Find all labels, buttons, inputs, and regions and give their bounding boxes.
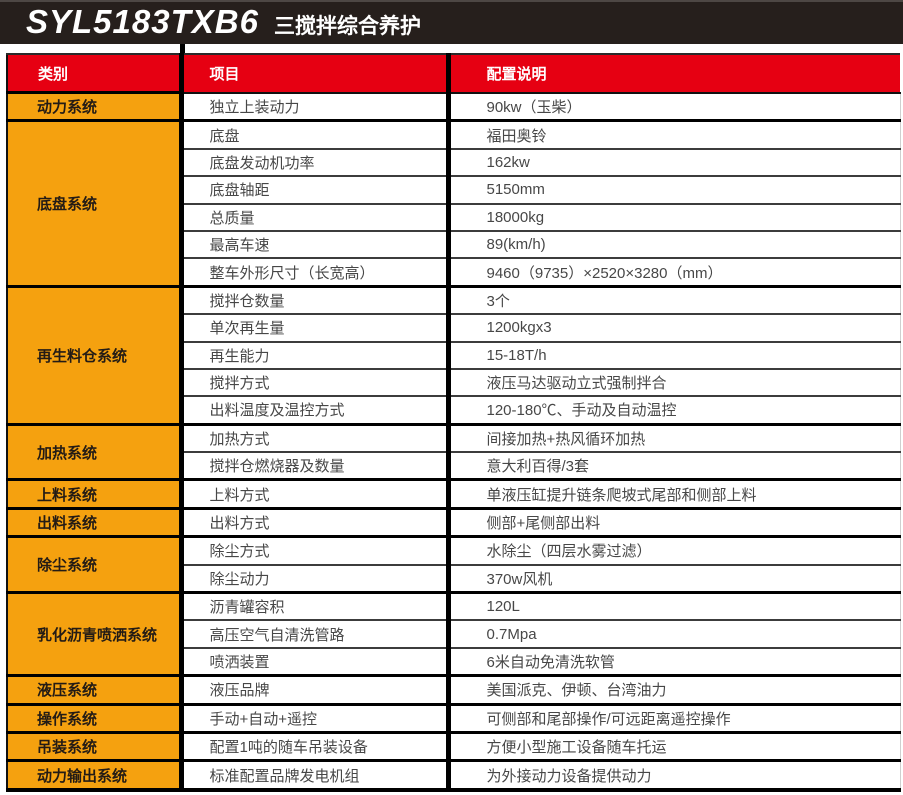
table-row: 最高车速 89(km/h) bbox=[7, 230, 901, 260]
table-row: 搅拌方式 液压马达驱动立式强制拌合 bbox=[7, 368, 901, 398]
spec-cell: 侧部+尾侧部出料 bbox=[445, 508, 901, 539]
item-cell: 出料温度及温控方式 bbox=[178, 396, 448, 426]
item-cell: 加热方式 bbox=[178, 424, 448, 454]
item-cell: 搅拌仓燃烧器及数量 bbox=[178, 452, 448, 482]
table-row: 除尘动力 370w风机 bbox=[7, 564, 901, 595]
category-cell: 上料系统 bbox=[6, 478, 181, 510]
category-cell: 再生料仓系统 bbox=[6, 284, 181, 426]
spec-cell: 90kw（玉柴） bbox=[445, 92, 901, 123]
category-cell: 操作系统 bbox=[6, 702, 181, 735]
item-cell: 底盘轴距 bbox=[178, 176, 448, 205]
item-cell: 搅拌方式 bbox=[178, 368, 448, 398]
spec-cell: 0.7Mpa bbox=[445, 620, 901, 649]
category-cell: 加热系统 bbox=[6, 422, 181, 482]
item-cell: 除尘动力 bbox=[178, 564, 448, 595]
item-cell: 单次再生量 bbox=[178, 314, 448, 343]
spec-cell: 15-18T/h bbox=[445, 341, 901, 370]
table-row: 出料温度及温控方式 120-180℃、手动及自动温控 bbox=[7, 396, 901, 426]
item-cell: 整车外形尺寸（长宽高） bbox=[178, 258, 448, 288]
model-subtitle: 三搅拌综合养护 bbox=[273, 15, 421, 38]
item-cell: 沥青罐容积 bbox=[178, 592, 448, 622]
table-row: 底盘发动机功率 162kw bbox=[7, 148, 901, 178]
spec-table-body: 动力系统 独立上装动力 90kw（玉柴） 底盘系统 底盘 福田奥铃 底盘发动机功率 162kw… bbox=[6, 90, 901, 792]
item-cell: 除尘方式 bbox=[178, 536, 448, 566]
category-cell: 液压系统 bbox=[6, 674, 181, 706]
column-header-category: 类别 bbox=[6, 53, 181, 94]
table-row: 整车外形尺寸（长宽高） 9460（9735）×2520×3280（mm） bbox=[7, 258, 901, 288]
model-number: SYL5183TXB6 bbox=[26, 3, 259, 40]
spec-cell: 福田奥铃 bbox=[445, 120, 901, 150]
table-row: 再生料仓系统 搅拌仓数量 3个 bbox=[6, 284, 901, 426]
spec-cell: 6米自动免清洗软管 bbox=[445, 647, 901, 678]
table-row: 单次再生量 1200kgx3 bbox=[7, 314, 901, 343]
spec-cell: 可侧部和尾部操作/可远距离遥控操作 bbox=[445, 704, 901, 735]
table-row: 操作系统 手动+自动+遥控 可侧部和尾部操作/可远距离遥控操作 bbox=[6, 702, 901, 735]
spec-cell: 方便小型施工设备随车托运 bbox=[445, 732, 901, 763]
column-header-item: 项目 bbox=[178, 53, 448, 94]
table-row: 高压空气自清洗管路 0.7Mpa bbox=[7, 620, 901, 649]
spec-table-header: 类别 项目 配置说明 bbox=[6, 53, 900, 94]
spec-cell: 120-180℃、手动及自动温控 bbox=[445, 396, 901, 426]
table-row: 底盘轴距 5150mm bbox=[7, 176, 901, 205]
spec-cell: 意大利百得/3套 bbox=[445, 452, 901, 482]
table-row: 搅拌仓燃烧器及数量 意大利百得/3套 bbox=[7, 452, 901, 482]
spec-cell: 370w风机 bbox=[445, 564, 901, 595]
category-cell: 动力系统 bbox=[6, 90, 181, 123]
table-row: 动力输出系统 标准配置品牌发电机组 为外接动力设备提供动力 bbox=[6, 759, 901, 792]
category-cell: 吊装系统 bbox=[6, 730, 181, 763]
title-bar: SYL5183TXB6 三搅拌综合养护 bbox=[0, 0, 903, 44]
item-cell: 喷洒装置 bbox=[178, 647, 448, 678]
spec-cell: 间接加热+热风循环加热 bbox=[445, 424, 901, 454]
header-row: 类别 项目 配置说明 bbox=[6, 53, 900, 94]
table-row: 液压系统 液压品牌 美国派克、伊顿、台湾油力 bbox=[6, 674, 901, 706]
table-row: 上料系统 上料方式 单液压缸提升链条爬坡式尾部和侧部上料 bbox=[6, 478, 901, 510]
item-cell: 总质量 bbox=[178, 203, 448, 232]
spec-cell: 120L bbox=[445, 592, 901, 622]
table-row: 出料系统 出料方式 侧部+尾侧部出料 bbox=[6, 506, 901, 539]
item-cell: 再生能力 bbox=[178, 341, 448, 370]
spec-cell: 为外接动力设备提供动力 bbox=[445, 760, 901, 792]
spec-cell: 水除尘（四层水雾过滤） bbox=[445, 536, 901, 566]
spec-cell: 18000kg bbox=[445, 203, 901, 232]
item-cell: 高压空气自清洗管路 bbox=[178, 620, 448, 649]
item-cell: 独立上装动力 bbox=[178, 92, 448, 123]
category-cell: 乳化沥青喷洒系统 bbox=[6, 591, 181, 678]
item-cell: 最高车速 bbox=[178, 230, 448, 260]
category-cell: 出料系统 bbox=[6, 506, 181, 539]
item-cell: 液压品牌 bbox=[178, 675, 448, 706]
table-row: 底盘系统 底盘 福田奥铃 bbox=[6, 119, 901, 288]
item-cell: 搅拌仓数量 bbox=[178, 286, 448, 316]
column-divider-connector bbox=[180, 44, 185, 54]
item-cell: 配置1吨的随车吊装设备 bbox=[178, 732, 448, 763]
spec-cell: 89(km/h) bbox=[445, 230, 901, 260]
table-row: 总质量 18000kg bbox=[7, 203, 901, 232]
spec-cell: 液压马达驱动立式强制拌合 bbox=[445, 368, 901, 398]
table-row: 加热系统 加热方式 间接加热+热风循环加热 bbox=[6, 422, 901, 482]
item-cell: 底盘发动机功率 bbox=[178, 148, 448, 178]
table-row: 动力系统 独立上装动力 90kw（玉柴） bbox=[6, 90, 901, 123]
table-row: 除尘系统 除尘方式 水除尘（四层水雾过滤） bbox=[6, 535, 901, 595]
item-cell: 底盘 bbox=[178, 120, 448, 150]
spec-cell: 美国派克、伊顿、台湾油力 bbox=[445, 675, 901, 706]
table-row: 吊装系统 配置1吨的随车吊装设备 方便小型施工设备随车托运 bbox=[6, 730, 901, 763]
category-cell: 除尘系统 bbox=[6, 535, 181, 595]
category-cell: 动力输出系统 bbox=[6, 759, 181, 792]
table-row: 乳化沥青喷洒系统 沥青罐容积 120L bbox=[6, 591, 901, 678]
spec-cell: 162kw bbox=[445, 148, 901, 178]
spec-cell: 1200kgx3 bbox=[445, 314, 901, 343]
spec-cell: 单液压缸提升链条爬坡式尾部和侧部上料 bbox=[445, 479, 901, 510]
spec-table: 类别 项目 配置说明 动力系统 独立上装动力 90kw（玉柴） 底盘系统 底盘 福田奥铃底… bbox=[6, 53, 901, 792]
table-row: 喷洒装置 6米自动免清洗软管 bbox=[7, 647, 901, 678]
table-row: 再生能力 15-18T/h bbox=[7, 341, 901, 370]
spec-cell: 9460（9735）×2520×3280（mm） bbox=[445, 258, 901, 288]
spec-cell: 3个 bbox=[445, 286, 901, 316]
item-cell: 标准配置品牌发电机组 bbox=[178, 760, 448, 792]
item-cell: 上料方式 bbox=[178, 479, 448, 510]
item-cell: 出料方式 bbox=[178, 508, 448, 539]
spec-cell: 5150mm bbox=[445, 176, 901, 205]
category-cell: 底盘系统 bbox=[6, 119, 181, 288]
column-header-spec: 配置说明 bbox=[445, 53, 900, 94]
item-cell: 手动+自动+遥控 bbox=[178, 704, 448, 735]
